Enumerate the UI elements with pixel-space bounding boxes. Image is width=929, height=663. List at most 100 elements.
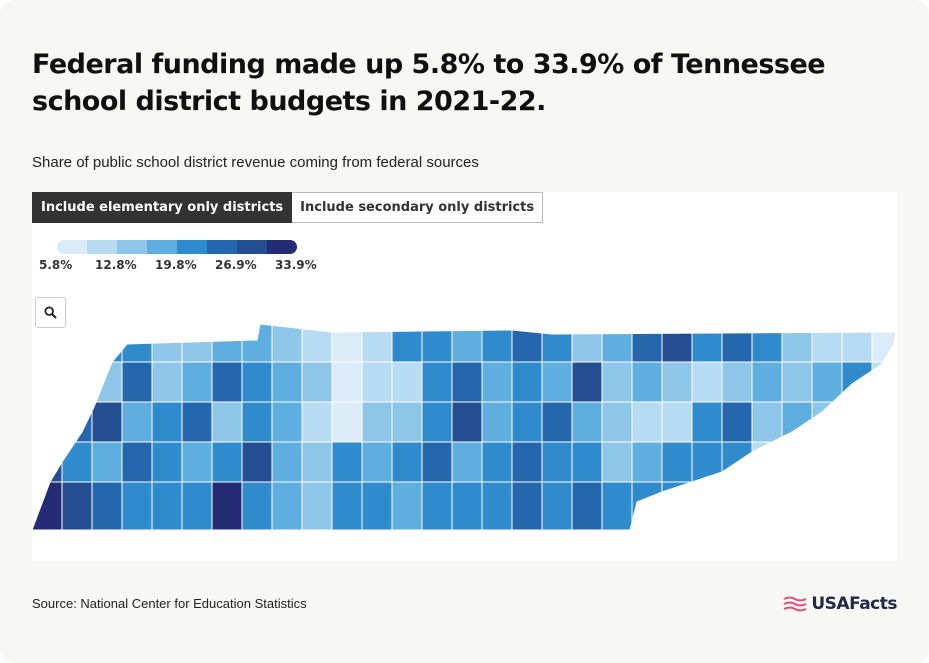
district-region[interactable] xyxy=(211,401,243,443)
district-region[interactable] xyxy=(781,441,813,483)
district-region[interactable] xyxy=(32,441,63,483)
district-region[interactable] xyxy=(61,481,93,537)
district-region[interactable] xyxy=(841,481,873,537)
district-region[interactable] xyxy=(121,401,153,443)
district-region[interactable] xyxy=(511,481,543,537)
district-region[interactable] xyxy=(751,361,783,403)
district-region[interactable] xyxy=(751,322,783,363)
district-region[interactable] xyxy=(241,481,273,537)
district-region[interactable] xyxy=(301,361,333,403)
district-region[interactable] xyxy=(661,322,693,363)
district-region[interactable] xyxy=(481,361,513,403)
district-region[interactable] xyxy=(811,441,843,483)
district-region[interactable] xyxy=(391,481,423,537)
district-region[interactable] xyxy=(301,441,333,483)
district-region[interactable] xyxy=(361,361,393,403)
district-region[interactable] xyxy=(871,441,897,483)
district-region[interactable] xyxy=(601,361,633,403)
district-region[interactable] xyxy=(661,441,693,483)
district-region[interactable] xyxy=(451,322,483,363)
district-region[interactable] xyxy=(151,401,183,443)
district-region[interactable] xyxy=(271,441,303,483)
district-region[interactable] xyxy=(631,441,663,483)
district-region[interactable] xyxy=(421,361,453,403)
district-region[interactable] xyxy=(691,322,723,363)
district-region[interactable] xyxy=(241,401,273,443)
district-region[interactable] xyxy=(721,401,753,443)
district-region[interactable] xyxy=(61,441,93,483)
district-region[interactable] xyxy=(691,481,723,537)
district-region[interactable] xyxy=(451,441,483,483)
district-region[interactable] xyxy=(481,441,513,483)
district-region[interactable] xyxy=(121,441,153,483)
district-region[interactable] xyxy=(691,401,723,443)
district-region[interactable] xyxy=(571,361,603,403)
district-region[interactable] xyxy=(841,322,873,363)
district-region[interactable] xyxy=(751,481,783,537)
district-region[interactable] xyxy=(211,361,243,403)
district-region[interactable] xyxy=(391,441,423,483)
district-region[interactable] xyxy=(271,322,303,363)
district-region[interactable] xyxy=(211,322,243,363)
district-region[interactable] xyxy=(61,322,93,363)
district-region[interactable] xyxy=(421,481,453,537)
district-region[interactable] xyxy=(781,481,813,537)
district-region[interactable] xyxy=(361,322,393,363)
district-region[interactable] xyxy=(691,441,723,483)
district-region[interactable] xyxy=(121,361,153,403)
district-region[interactable] xyxy=(751,401,783,443)
district-region[interactable] xyxy=(151,481,183,537)
district-region[interactable] xyxy=(421,441,453,483)
district-region[interactable] xyxy=(541,401,573,443)
district-region[interactable] xyxy=(241,361,273,403)
district-region[interactable] xyxy=(391,401,423,443)
district-region[interactable] xyxy=(61,401,93,443)
district-region[interactable] xyxy=(511,322,543,363)
district-region[interactable] xyxy=(421,322,453,363)
district-region[interactable] xyxy=(241,441,273,483)
district-region[interactable] xyxy=(721,481,753,537)
district-region[interactable] xyxy=(481,322,513,363)
district-region[interactable] xyxy=(61,361,93,403)
district-region[interactable] xyxy=(571,441,603,483)
district-region[interactable] xyxy=(721,361,753,403)
district-region[interactable] xyxy=(331,481,363,537)
district-region[interactable] xyxy=(841,361,873,403)
district-region[interactable] xyxy=(151,441,183,483)
district-region[interactable] xyxy=(361,401,393,443)
toggle-elementary-button[interactable]: Include elementary only districts xyxy=(32,192,293,223)
district-region[interactable] xyxy=(151,361,183,403)
district-region[interactable] xyxy=(241,322,273,363)
district-region[interactable] xyxy=(811,361,843,403)
district-region[interactable] xyxy=(841,401,873,443)
district-region[interactable] xyxy=(781,361,813,403)
district-region[interactable] xyxy=(871,481,897,537)
district-region[interactable] xyxy=(451,361,483,403)
district-region[interactable] xyxy=(751,441,783,483)
district-region[interactable] xyxy=(331,322,363,363)
district-region[interactable] xyxy=(571,401,603,443)
district-region[interactable] xyxy=(211,441,243,483)
district-region[interactable] xyxy=(781,322,813,363)
district-region[interactable] xyxy=(511,361,543,403)
district-region[interactable] xyxy=(661,361,693,403)
district-region[interactable] xyxy=(811,481,843,537)
district-region[interactable] xyxy=(91,401,123,443)
district-region[interactable] xyxy=(32,322,63,363)
district-region[interactable] xyxy=(541,361,573,403)
district-region[interactable] xyxy=(631,401,663,443)
district-region[interactable] xyxy=(331,441,363,483)
toggle-secondary-button[interactable]: Include secondary only districts xyxy=(292,192,544,223)
district-region[interactable] xyxy=(301,481,333,537)
zoom-button[interactable] xyxy=(35,297,66,328)
district-region[interactable] xyxy=(571,322,603,363)
district-region[interactable] xyxy=(391,361,423,403)
district-region[interactable] xyxy=(32,401,63,443)
district-region[interactable] xyxy=(91,361,123,403)
district-region[interactable] xyxy=(631,361,663,403)
district-region[interactable] xyxy=(271,401,303,443)
district-region[interactable] xyxy=(631,322,663,363)
district-region[interactable] xyxy=(121,481,153,537)
district-region[interactable] xyxy=(871,322,897,363)
district-region[interactable] xyxy=(32,361,63,403)
